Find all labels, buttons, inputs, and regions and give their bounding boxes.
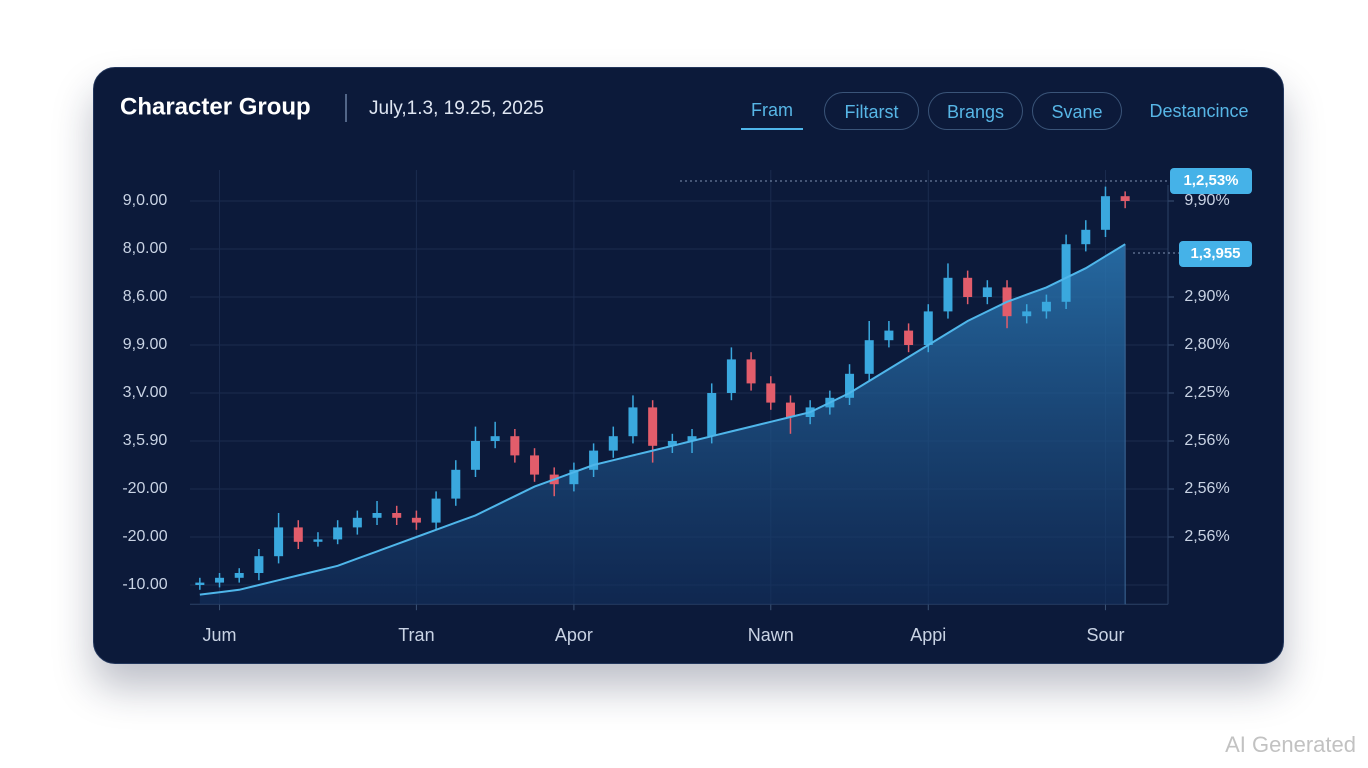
candle-body bbox=[254, 556, 264, 573]
x-tick-label: Tran bbox=[398, 625, 434, 645]
y2-tick-label: 2,80% bbox=[1184, 336, 1229, 353]
candle-body bbox=[864, 340, 874, 374]
candle-body bbox=[667, 441, 677, 446]
tab[interactable]: Fram bbox=[741, 92, 803, 130]
candle-body bbox=[333, 527, 343, 540]
candle-body bbox=[569, 469, 579, 485]
date-label: July,1.3, 19.25, 2025 bbox=[369, 98, 544, 119]
candle-body bbox=[1041, 301, 1051, 312]
price-tag-label: 1,3,955 bbox=[1190, 245, 1240, 262]
x-tick-label: Nawn bbox=[748, 625, 794, 645]
candle-body bbox=[274, 527, 284, 557]
candle-body bbox=[1120, 196, 1130, 201]
candle-body bbox=[510, 436, 520, 456]
ma-area bbox=[199, 244, 1126, 605]
y2-tick-label: 2,56% bbox=[1184, 528, 1229, 545]
candle-body bbox=[963, 277, 973, 297]
candle-body bbox=[707, 393, 717, 437]
tab[interactable]: Brangs bbox=[928, 92, 1023, 130]
candle-body bbox=[648, 407, 658, 446]
x-tick-label: Appi bbox=[910, 625, 946, 645]
candle-body bbox=[746, 359, 756, 384]
candle-body bbox=[195, 582, 205, 585]
watermark: AI Generated bbox=[1225, 732, 1356, 757]
x-tick-label: Jum bbox=[203, 625, 237, 645]
candle-body bbox=[215, 577, 225, 583]
y2-tick-label: 2,90% bbox=[1184, 288, 1229, 305]
tab[interactable]: Destancince bbox=[1149, 101, 1249, 121]
candle-body bbox=[293, 527, 303, 542]
y2-tick-label: 2,56% bbox=[1184, 480, 1229, 497]
candle-body bbox=[1022, 311, 1032, 317]
candle-body bbox=[411, 517, 421, 523]
candle-body bbox=[726, 359, 736, 393]
candle-body bbox=[530, 455, 540, 475]
y2-tick-label: 2,56% bbox=[1184, 432, 1229, 449]
candle-body bbox=[589, 450, 599, 470]
candle-body bbox=[845, 373, 855, 398]
tab[interactable]: Filtarst bbox=[824, 92, 919, 130]
candle-body bbox=[431, 498, 441, 523]
candle-body bbox=[785, 402, 795, 417]
candle-body bbox=[766, 383, 776, 403]
y-tick-label: 3,5.90 bbox=[123, 432, 168, 449]
candle-body bbox=[923, 311, 933, 345]
candle-body bbox=[392, 513, 402, 518]
candle-body bbox=[470, 441, 480, 470]
chart-title: Character Group bbox=[120, 93, 311, 120]
x-tick-label: Sour bbox=[1086, 625, 1124, 645]
y-tick-label: 8,6.00 bbox=[123, 288, 168, 305]
y-tick-label: 9,9.00 bbox=[123, 336, 168, 353]
candle-body bbox=[1081, 229, 1091, 245]
price-tag bbox=[1170, 168, 1252, 194]
candle-body bbox=[628, 407, 638, 437]
price-tag bbox=[1179, 241, 1252, 267]
y2-tick-label: 9,90% bbox=[1184, 192, 1229, 209]
candle-body bbox=[1100, 196, 1110, 230]
candle-body bbox=[313, 539, 323, 542]
candle-body bbox=[943, 277, 953, 312]
candle-body bbox=[904, 330, 914, 345]
candle-body bbox=[884, 330, 894, 341]
tab[interactable]: Svane bbox=[1032, 92, 1122, 130]
candle-body bbox=[234, 573, 244, 578]
candle-body bbox=[352, 517, 362, 528]
price-tag-label: 1,2,53% bbox=[1183, 172, 1238, 189]
ma-line bbox=[199, 243, 1126, 596]
candle-body bbox=[490, 436, 500, 441]
y-tick-label: 9,0.00 bbox=[123, 192, 168, 209]
candle-body bbox=[372, 513, 382, 518]
candle-body bbox=[608, 436, 618, 451]
candle-body bbox=[451, 469, 461, 499]
x-tick-label: Apor bbox=[555, 625, 593, 645]
y-tick-label: -20.00 bbox=[122, 480, 167, 497]
y-tick-label: 3,V.00 bbox=[123, 384, 168, 401]
candle-body bbox=[687, 436, 697, 441]
y-tick-label: -10.00 bbox=[122, 576, 167, 593]
candle-body bbox=[1061, 244, 1071, 302]
y2-tick-label: 2,25% bbox=[1184, 384, 1229, 401]
y-tick-label: -20.00 bbox=[122, 528, 167, 545]
y-tick-label: 8,0.00 bbox=[123, 240, 168, 257]
candle-body bbox=[982, 287, 992, 297]
